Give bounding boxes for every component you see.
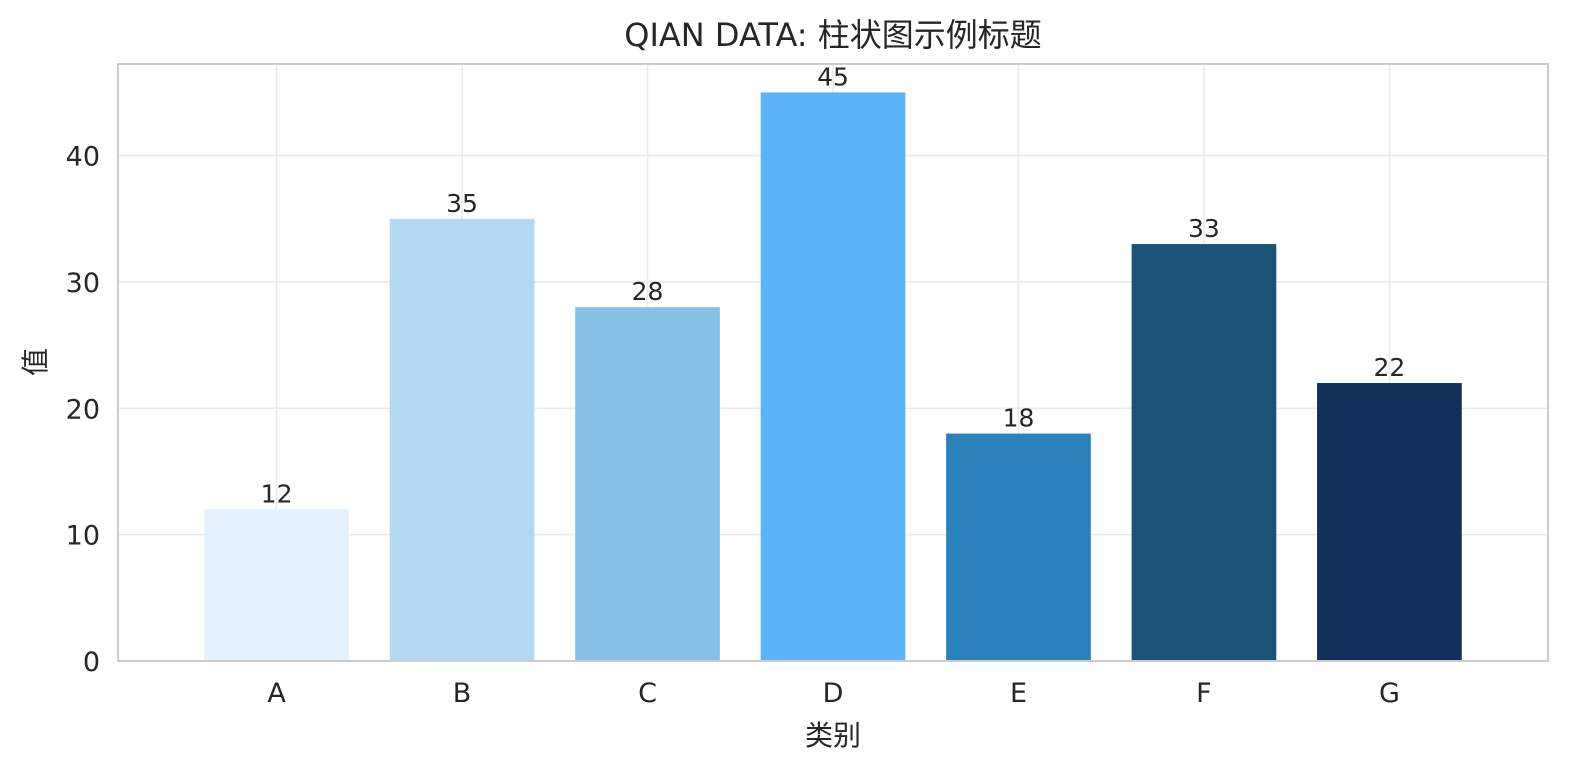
x-tick-label: G	[1379, 678, 1400, 709]
bar-value-label: 18	[1003, 404, 1035, 433]
bar-value-label: 45	[817, 62, 849, 91]
data-labels: 12 35 28 45 18 33 22	[261, 62, 1406, 508]
chart-title: QIAN DATA: 柱状图示例标题	[624, 16, 1041, 54]
y-axis-ticks: 0 10 20 30 40	[66, 142, 100, 678]
bar-value-label: 33	[1188, 214, 1220, 243]
bar	[389, 218, 535, 661]
bar-value-label: 12	[261, 479, 293, 508]
y-tick-label: 30	[66, 268, 100, 299]
bar	[575, 307, 720, 661]
y-tick-label: 10	[66, 521, 100, 552]
bar	[1317, 383, 1462, 661]
y-axis-label: 值	[19, 348, 52, 376]
x-tick-label: A	[267, 678, 286, 709]
bar	[204, 509, 349, 661]
bar	[1131, 244, 1277, 662]
bar-value-label: 22	[1374, 353, 1406, 382]
bar	[946, 433, 1091, 661]
y-tick-label: 20	[66, 394, 100, 425]
x-tick-label: E	[1010, 678, 1027, 709]
bar	[760, 92, 906, 661]
x-axis-ticks: A B C D E F G	[267, 678, 1400, 709]
x-tick-label: D	[823, 678, 844, 709]
x-tick-label: C	[638, 678, 657, 709]
bar-value-label: 28	[632, 277, 664, 306]
plot-frame	[117, 63, 1549, 662]
x-tick-label: B	[453, 678, 472, 709]
y-tick-label: 0	[83, 647, 100, 678]
x-tick-label: F	[1196, 678, 1212, 709]
x-axis-label: 类别	[805, 719, 861, 752]
bar-value-label: 35	[446, 189, 478, 218]
bars	[204, 92, 1462, 662]
y-tick-label: 40	[66, 142, 100, 173]
